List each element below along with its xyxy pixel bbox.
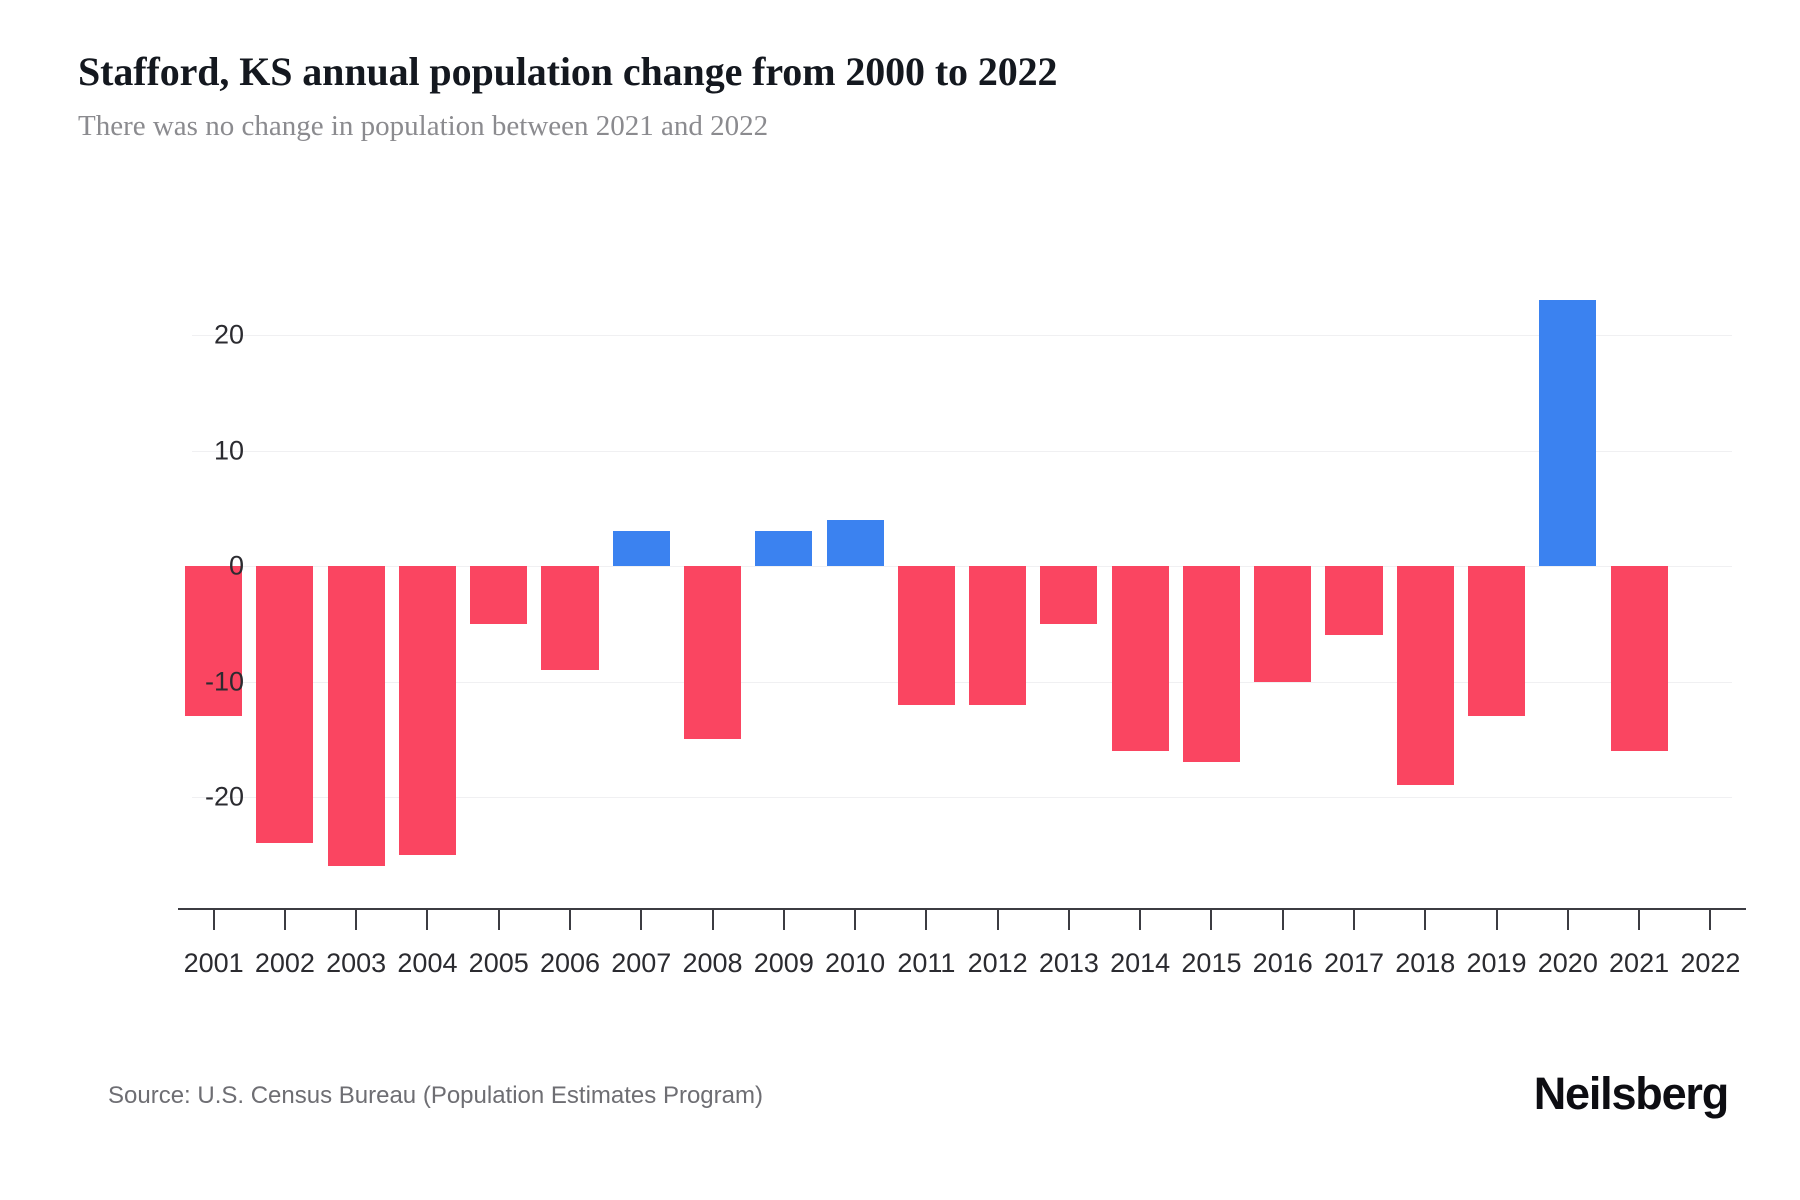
x-tick-label-2021: 2021 bbox=[1609, 948, 1670, 978]
x-axis-line bbox=[178, 908, 1746, 910]
x-tick-label-2004: 2004 bbox=[397, 948, 458, 978]
x-tick-label-2020: 2020 bbox=[1537, 948, 1598, 978]
x-tick-mark bbox=[996, 908, 999, 930]
x-tick-mark bbox=[1709, 908, 1712, 930]
x-tick-mark bbox=[1424, 908, 1427, 930]
bar-2004[interactable] bbox=[398, 566, 456, 855]
x-tick-label-2009: 2009 bbox=[753, 948, 814, 978]
bar-2018[interactable] bbox=[1396, 566, 1454, 786]
x-tick-mark bbox=[1210, 908, 1213, 930]
x-tick-mark bbox=[782, 908, 785, 930]
bar-2015[interactable] bbox=[1182, 566, 1240, 763]
y-tick-label: -20 bbox=[204, 781, 244, 812]
x-tick-mark bbox=[1638, 908, 1641, 930]
bar-2007[interactable] bbox=[612, 531, 670, 566]
bar-2016[interactable] bbox=[1254, 566, 1312, 682]
x-tick-mark bbox=[569, 908, 571, 930]
bar-2002[interactable] bbox=[256, 566, 314, 844]
x-tick-label-2007: 2007 bbox=[611, 948, 672, 978]
y-tick-label: -10 bbox=[204, 666, 244, 696]
chart-header: Stafford, KS annual population change fr… bbox=[78, 48, 1740, 144]
x-tick-label-2015: 2015 bbox=[1181, 948, 1242, 978]
x-tick-mark bbox=[497, 908, 500, 930]
x-tick-mark bbox=[1353, 908, 1355, 930]
bar-2008[interactable] bbox=[684, 566, 742, 740]
x-tick-label-2013: 2013 bbox=[1038, 948, 1099, 978]
bar-2001[interactable] bbox=[185, 566, 243, 717]
x-tick-mark bbox=[355, 908, 358, 930]
x-tick-label-2003: 2003 bbox=[326, 948, 387, 978]
x-tick-label-2010: 2010 bbox=[825, 948, 886, 978]
x-tick-mark bbox=[426, 908, 429, 930]
x-tick-mark bbox=[711, 908, 714, 930]
bar-2012[interactable] bbox=[969, 566, 1027, 705]
page-title: Stafford, KS annual population change fr… bbox=[78, 49, 1058, 94]
bar-2014[interactable] bbox=[1111, 566, 1169, 751]
x-tick-mark bbox=[640, 908, 643, 930]
x-tick-label-2002: 2002 bbox=[254, 948, 315, 978]
x-tick-label-2008: 2008 bbox=[682, 948, 743, 978]
gridline-20 bbox=[192, 335, 1732, 336]
gridline--20 bbox=[192, 797, 1732, 798]
bar-2021[interactable] bbox=[1610, 566, 1668, 751]
gridline--10 bbox=[192, 681, 1732, 683]
x-tick-mark bbox=[1067, 908, 1070, 930]
x-tick-label-2006: 2006 bbox=[539, 948, 601, 978]
x-tick-label-2005: 2005 bbox=[468, 948, 529, 978]
x-tick-label-2001: 2001 bbox=[183, 948, 244, 978]
y-tick-label: 20 bbox=[213, 319, 244, 350]
bar-2019[interactable] bbox=[1468, 566, 1526, 717]
y-tick-label: 0 bbox=[228, 550, 244, 581]
bars-layer bbox=[185, 300, 1732, 900]
x-tick-label-2019: 2019 bbox=[1466, 948, 1527, 978]
x-tick-label-2017: 2017 bbox=[1323, 948, 1385, 978]
x-tick-label-2014: 2014 bbox=[1110, 948, 1171, 978]
x-tick-label-2011: 2011 bbox=[897, 948, 956, 978]
bar-2020[interactable] bbox=[1539, 300, 1597, 566]
x-tick-mark bbox=[925, 908, 928, 930]
x-tick-mark bbox=[283, 908, 286, 930]
x-tick-mark bbox=[212, 908, 215, 930]
source-note: Source: U.S. Census Bureau (Population E… bbox=[108, 1082, 763, 1109]
x-tick-mark bbox=[1281, 908, 1284, 930]
x-tick-label-2018: 2018 bbox=[1395, 948, 1456, 978]
chart-subtitle: There was no change in population betwee… bbox=[78, 110, 769, 143]
plot-area bbox=[185, 300, 1732, 900]
bar-2011[interactable] bbox=[897, 566, 955, 705]
x-tick-label-2022: 2022 bbox=[1680, 948, 1741, 978]
x-tick-mark bbox=[1566, 908, 1569, 930]
x-tick-mark bbox=[1495, 908, 1498, 930]
x-tick-label-2012: 2012 bbox=[967, 948, 1028, 978]
bar-2010[interactable] bbox=[826, 519, 884, 566]
x-tick-mark bbox=[854, 908, 857, 930]
x-tick-label-2016: 2016 bbox=[1252, 948, 1313, 978]
bar-2005[interactable] bbox=[470, 566, 528, 624]
x-tick-mark bbox=[1139, 908, 1142, 930]
bar-2006[interactable] bbox=[541, 566, 599, 670]
bar-2003[interactable] bbox=[327, 566, 385, 867]
gridline-10 bbox=[192, 450, 1732, 452]
bar-2013[interactable] bbox=[1040, 566, 1098, 624]
bar-2017[interactable] bbox=[1325, 566, 1383, 636]
gridline-0 bbox=[192, 566, 1732, 567]
y-tick-label: 10 bbox=[213, 435, 244, 465]
bar-2009[interactable] bbox=[755, 531, 813, 566]
brand-logo: Neilsberg bbox=[1533, 1068, 1729, 1119]
